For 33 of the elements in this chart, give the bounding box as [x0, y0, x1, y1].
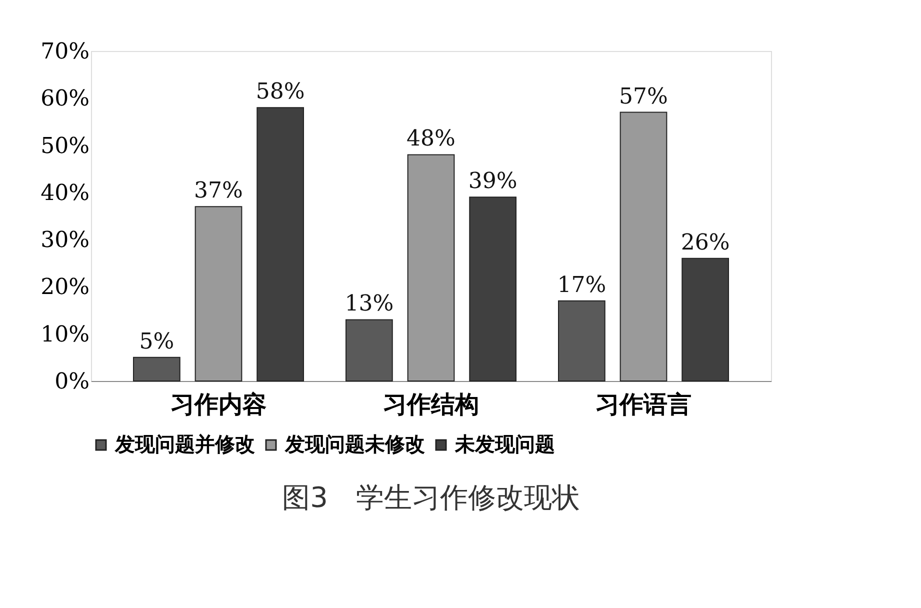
x-tick-label: 习作语言	[596, 390, 692, 418]
data-label: 5%	[139, 329, 174, 354]
y-tick-label: 30%	[40, 228, 90, 254]
bar	[256, 107, 304, 382]
legend-label: 发现问题并修改	[114, 432, 255, 456]
legend-label: 未发现问题	[454, 432, 555, 456]
data-label: 39%	[468, 169, 518, 194]
data-label: 26%	[680, 230, 730, 256]
y-tick-label: 70%	[40, 40, 90, 64]
y-tick-label: 10%	[40, 322, 90, 348]
bar	[407, 154, 455, 382]
y-tick-label: 0%	[54, 370, 90, 394]
y-tick-label: 60%	[40, 86, 90, 112]
data-label: 17%	[557, 272, 606, 298]
bar	[194, 206, 242, 382]
y-tick-label: 50%	[40, 134, 90, 159]
data-label: 13%	[344, 292, 394, 317]
bar	[558, 300, 606, 382]
bar	[620, 112, 668, 382]
data-label: 37%	[194, 178, 243, 204]
y-tick-label: 20%	[40, 275, 90, 300]
legend-label: 发现问题未修改	[284, 432, 425, 456]
data-label: 48%	[406, 126, 456, 152]
y-tick-label: 40%	[40, 180, 90, 206]
bar	[682, 258, 729, 382]
data-label: 58%	[256, 80, 305, 105]
bar	[346, 319, 393, 382]
caption: 图3 学生习作修改现状	[282, 481, 580, 514]
x-tick-label: 习作结构	[383, 390, 479, 418]
bar	[469, 196, 516, 382]
data-label: 57%	[619, 84, 668, 110]
x-tick-label: 习作内容	[170, 390, 266, 418]
bar	[133, 356, 180, 382]
